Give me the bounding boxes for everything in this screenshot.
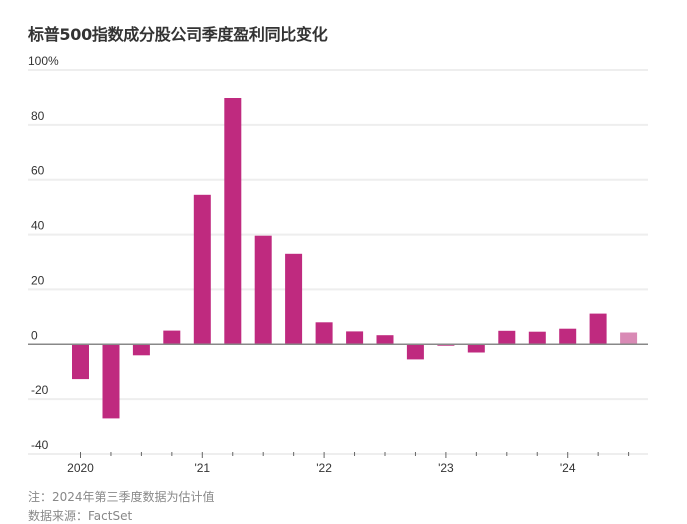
bar-2020-q1 xyxy=(72,344,89,380)
bar-2023-q4 xyxy=(528,331,546,345)
bar-2020-q2 xyxy=(102,344,120,419)
bar-2021-q4 xyxy=(285,253,303,345)
y-tick-label: 60 xyxy=(31,164,45,178)
gridlines xyxy=(28,69,648,455)
bar-2020-q4 xyxy=(163,330,181,345)
bar-2021-q3 xyxy=(254,235,272,345)
bar-2022-q3 xyxy=(376,335,394,345)
y-tick-label: 100% xyxy=(28,54,59,68)
footnote: 注：2024年第三季度数据为估计值 xyxy=(28,490,215,504)
x-tick-label: 2020 xyxy=(67,461,94,475)
bar-2024-q1 xyxy=(559,328,577,345)
y-tick-label: 80 xyxy=(31,109,45,123)
chart-title: 标普500指数成分股公司季度盈利同比变化 xyxy=(28,25,328,44)
x-tick-label: '21 xyxy=(194,461,210,475)
bar-2020-q3 xyxy=(132,344,150,356)
bar-2023-q2 xyxy=(467,344,485,353)
y-tick-label: -40 xyxy=(31,438,49,452)
bars xyxy=(72,98,638,419)
y-tick-label: 40 xyxy=(31,219,45,233)
bar-2024-q2 xyxy=(589,313,607,345)
bar-2022-q4 xyxy=(406,344,424,360)
y-axis-labels: 100% 80 60 40 20 0 -20 -40 xyxy=(28,54,59,452)
source-note: 数据来源：FactSet xyxy=(28,509,133,523)
y-tick-label: 20 xyxy=(31,273,45,287)
bar-2021-q1 xyxy=(193,194,211,345)
x-tick-label: '23 xyxy=(438,461,454,475)
bar-2022-q1 xyxy=(315,322,333,345)
y-tick-label: -20 xyxy=(31,383,49,397)
y-tick-label: 0 xyxy=(31,328,38,342)
x-tick-label: '24 xyxy=(560,461,576,475)
x-tick-label: '22 xyxy=(316,461,332,475)
x-axis: 2020 '21 '22 '23 '24 xyxy=(28,343,648,475)
bar-2024-q3 xyxy=(620,332,638,345)
bar-2022-q2 xyxy=(346,331,364,345)
bar-2021-q2 xyxy=(224,98,242,345)
bar-2023-q3 xyxy=(498,330,516,345)
